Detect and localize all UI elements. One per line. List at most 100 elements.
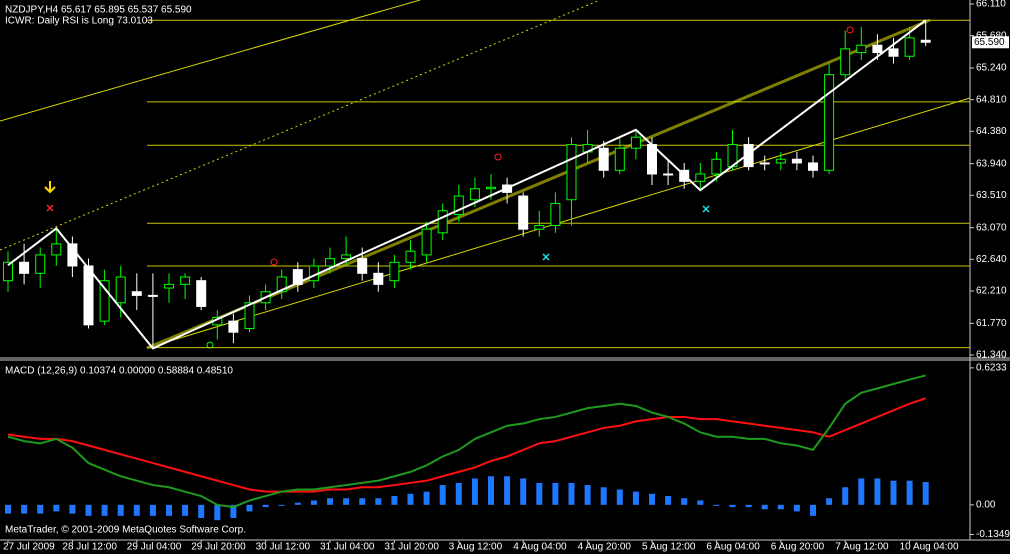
histogram-bar — [649, 493, 655, 505]
candle-body — [99, 280, 110, 322]
subtitle: ICWR: Daily RSI is Long 73.0103 — [5, 16, 153, 27]
x-tick-label: 3 Aug 12:00 — [449, 542, 503, 553]
histogram-bar — [922, 482, 929, 505]
candle-body — [486, 186, 496, 190]
x-tick-label: 5 Aug 12:00 — [642, 542, 696, 553]
histogram-bar — [793, 504, 800, 512]
y-tick-label: 61.340 — [976, 350, 1007, 361]
histogram-bar — [359, 498, 366, 505]
candle-body — [35, 254, 46, 274]
candle-body — [824, 74, 835, 171]
candle-body — [791, 158, 802, 164]
candle-body — [228, 320, 239, 333]
candle-body — [695, 173, 706, 182]
candle-body — [534, 224, 545, 230]
candle-body — [405, 250, 416, 263]
x-tick-label: 6 Aug 20:00 — [771, 542, 825, 553]
histogram-bar — [5, 504, 11, 514]
candle-body — [550, 202, 561, 226]
y-tick-label: 65.680 — [976, 30, 1007, 41]
histogram-bar — [391, 496, 398, 505]
histogram-bar — [826, 498, 833, 505]
y-tick-label: 0.00 — [976, 499, 996, 510]
candle-body — [888, 48, 899, 57]
histogram-bar — [85, 504, 92, 516]
y-tick-label: 63.070 — [976, 222, 1007, 233]
candle-body — [808, 162, 818, 171]
histogram-bar — [697, 500, 704, 505]
histogram-bar — [166, 504, 172, 516]
histogram-bar — [890, 480, 897, 505]
histogram-bar — [439, 485, 446, 505]
histogram-bar — [246, 504, 253, 512]
histogram-bar — [294, 502, 301, 505]
histogram-bar — [310, 500, 317, 505]
candle-body — [775, 158, 786, 164]
x-tick-label: 28 Jul 12:00 — [62, 542, 117, 553]
histogram-bar — [69, 504, 76, 514]
indicator-title: MACD (12,26,9) 0.10374 0.00000 0.58884 0… — [5, 366, 233, 377]
histogram-bar — [327, 498, 333, 505]
candle-body — [131, 291, 142, 296]
candle-body — [872, 44, 883, 54]
histogram-bar — [37, 504, 44, 514]
histogram-bar — [407, 493, 414, 505]
candle-body — [711, 158, 722, 175]
histogram-bar — [133, 504, 140, 516]
histogram-bar — [842, 487, 849, 505]
candle-body — [244, 302, 255, 330]
candle-body — [421, 228, 432, 256]
candle-body — [598, 147, 609, 171]
candle-body — [904, 37, 915, 57]
candle-body — [373, 272, 384, 285]
histogram-bar — [665, 496, 672, 505]
histogram-bar — [117, 504, 124, 516]
candle-body — [840, 48, 851, 76]
trend-line — [0, 0, 601, 251]
histogram-bar — [278, 504, 285, 506]
histogram-bar — [536, 482, 543, 505]
histogram-bar — [21, 504, 28, 514]
histogram-bar — [375, 498, 382, 505]
signal-line — [7, 397, 927, 493]
annotation: MetaTrader, © 2001-2009 MetaQuotes Softw… — [5, 525, 246, 536]
histogram-bar — [455, 482, 462, 505]
candle-body — [518, 195, 529, 230]
y-tick-label: 66.110 — [976, 0, 1006, 10]
cross-marker — [542, 253, 550, 261]
histogram-bar — [906, 480, 913, 505]
candle-body — [759, 162, 770, 165]
candle-body — [856, 44, 867, 54]
histogram-bar — [713, 504, 720, 506]
candle-body — [437, 210, 448, 234]
candle-body — [83, 265, 94, 326]
candle-body — [663, 173, 674, 176]
candle-body — [453, 195, 464, 215]
histogram-bar — [761, 504, 768, 510]
candle-body — [614, 147, 625, 171]
candle-body — [51, 243, 62, 256]
channel-line — [146, 18, 931, 350]
candle-body — [357, 258, 368, 274]
y-tick-label: 65.240 — [976, 63, 1007, 74]
histogram-bar — [810, 504, 816, 516]
y-tick-label: 64.380 — [976, 126, 1007, 137]
circle-marker — [270, 258, 278, 266]
histogram-bar — [520, 478, 527, 505]
chart-title: NZDJPY,H4 65.617 65.895 65.537 65.590 — [5, 5, 192, 16]
y-tick-label: 63.510 — [976, 190, 1007, 201]
candle-body — [19, 261, 30, 274]
x-tick-label: 29 Jul 04:00 — [127, 542, 182, 553]
y-tick-label: 64.810 — [976, 94, 1007, 105]
histogram-bar — [262, 504, 269, 508]
histogram-bar — [423, 491, 430, 505]
x-tick-label: 4 Aug 20:00 — [578, 542, 632, 553]
histogram-bar — [343, 498, 350, 505]
candle-body — [469, 188, 480, 201]
y-tick-label: 61.770 — [976, 318, 1007, 329]
y-tick-label: -0.13492 — [976, 529, 1010, 540]
y-tick-label: 62.210 — [976, 286, 1007, 297]
histogram-bar — [488, 476, 494, 505]
marks — [3, 3, 974, 543]
candle-body — [115, 276, 126, 304]
